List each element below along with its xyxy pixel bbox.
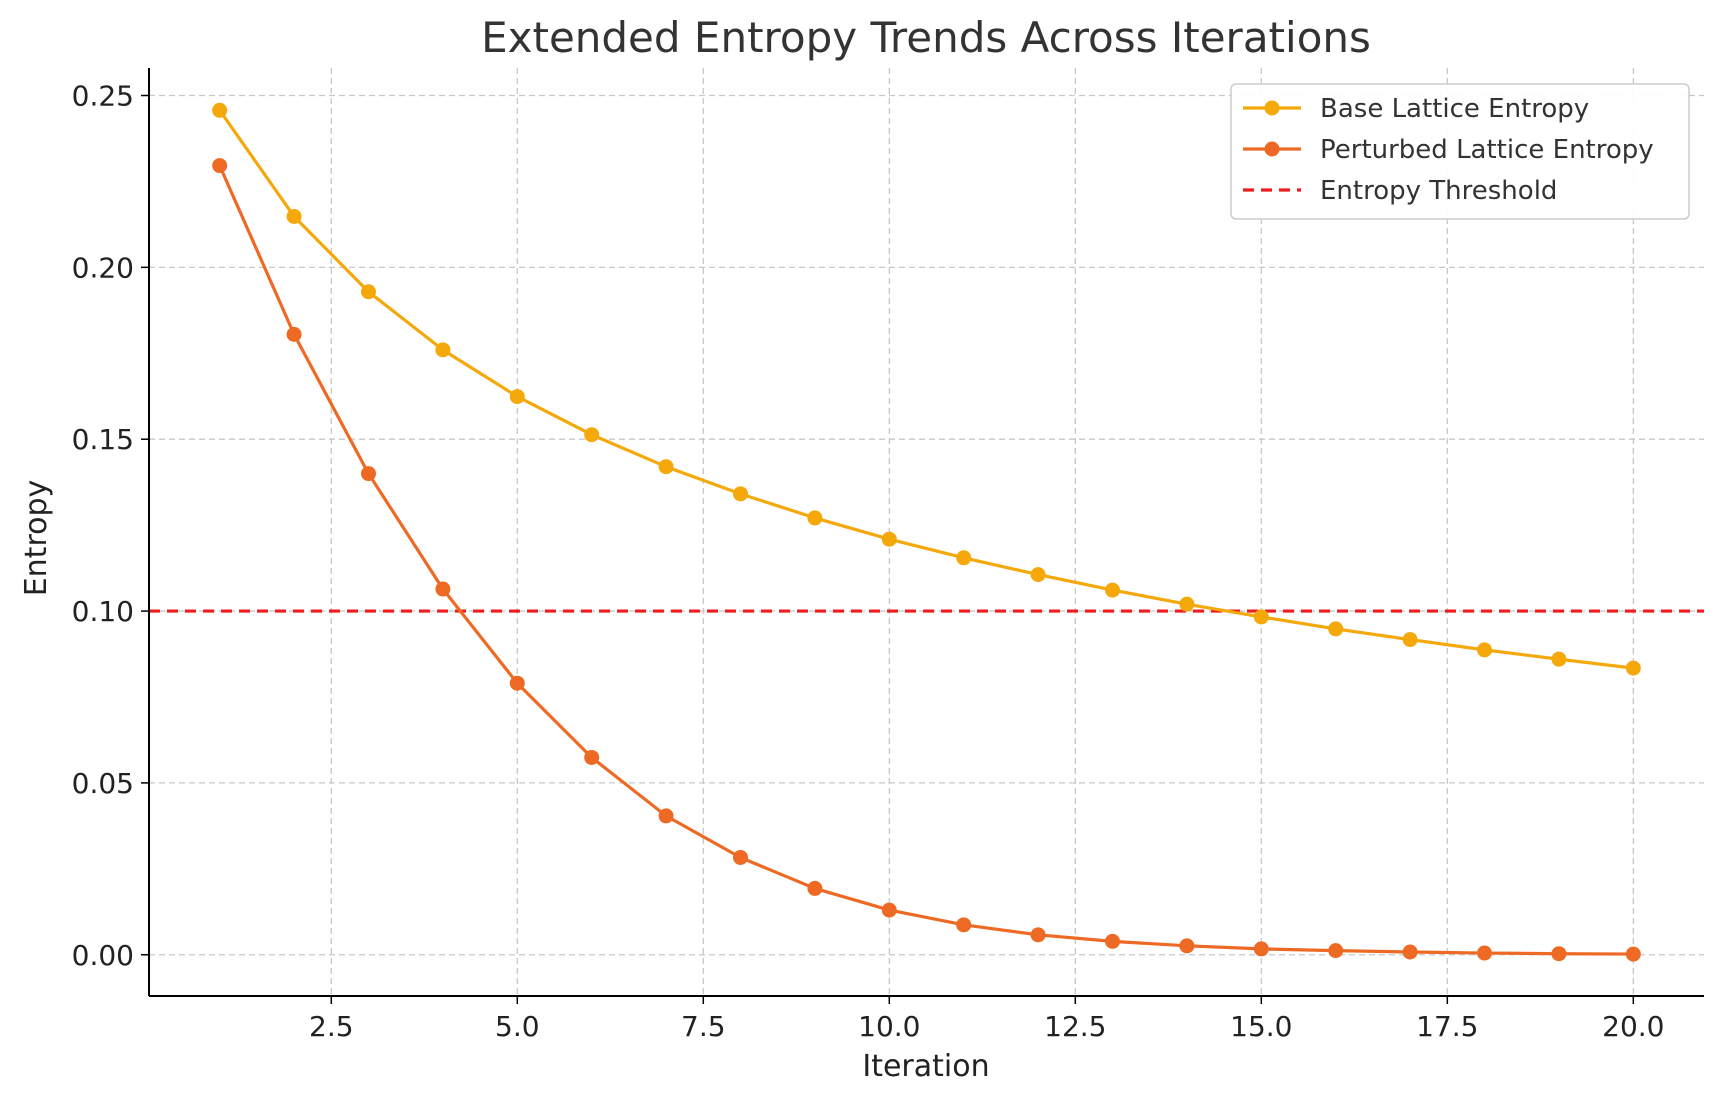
data-point bbox=[1179, 938, 1195, 954]
legend-items: Base Lattice Entropy Perturbed Lattice En… bbox=[1243, 94, 1654, 206]
data-point bbox=[584, 749, 600, 765]
data-point bbox=[1477, 945, 1493, 961]
x-tick-label: 5.0 bbox=[495, 1010, 540, 1043]
data-point bbox=[881, 902, 897, 918]
data-point bbox=[1328, 943, 1344, 959]
data-point bbox=[584, 427, 600, 443]
series-layer bbox=[212, 102, 1641, 962]
data-point bbox=[435, 581, 451, 597]
x-tick-label: 10.0 bbox=[858, 1010, 920, 1043]
data-point bbox=[1402, 944, 1418, 960]
data-point bbox=[360, 466, 376, 482]
x-ticks: 2.5 5.0 7.5 10.0 12.5 15.0 17.5 20.0 bbox=[309, 996, 1664, 1043]
data-point bbox=[807, 880, 823, 896]
data-point bbox=[732, 486, 748, 502]
y-tick-label: 0.20 bbox=[72, 251, 134, 284]
x-tick-label: 17.5 bbox=[1416, 1010, 1478, 1043]
legend-label: Perturbed Lattice Entropy bbox=[1320, 135, 1654, 165]
data-point bbox=[1402, 632, 1418, 648]
data-point bbox=[1477, 642, 1493, 658]
x-tick-label: 2.5 bbox=[309, 1010, 354, 1043]
x-tick-label: 15.0 bbox=[1230, 1010, 1292, 1043]
data-point bbox=[807, 510, 823, 526]
data-point bbox=[286, 208, 302, 224]
data-point bbox=[435, 342, 451, 358]
data-point bbox=[732, 849, 748, 865]
data-point bbox=[881, 531, 897, 547]
legend-marker bbox=[1264, 141, 1280, 157]
data-point bbox=[1105, 582, 1121, 598]
data-point bbox=[1179, 596, 1195, 612]
data-point bbox=[286, 326, 302, 342]
legend-marker bbox=[1264, 100, 1280, 116]
x-tick-label: 12.5 bbox=[1044, 1010, 1106, 1043]
y-ticks: 0.00 0.05 0.10 0.15 0.20 0.25 bbox=[72, 79, 149, 972]
data-point bbox=[1328, 621, 1344, 637]
y-tick-label: 0.25 bbox=[72, 79, 134, 112]
data-point bbox=[1551, 651, 1567, 667]
legend-frame bbox=[1230, 83, 1690, 220]
x-axis-label: Iteration bbox=[862, 1049, 989, 1084]
data-point bbox=[212, 102, 228, 118]
data-point bbox=[1253, 609, 1269, 625]
data-point bbox=[658, 808, 674, 824]
data-point bbox=[509, 389, 525, 405]
data-point bbox=[956, 917, 972, 933]
data-point bbox=[1105, 933, 1121, 949]
y-tick-label: 0.10 bbox=[72, 595, 134, 628]
data-point bbox=[1030, 927, 1046, 943]
data-point bbox=[1030, 567, 1046, 583]
y-tick-label: 0.15 bbox=[72, 423, 134, 456]
legend-label: Entropy Threshold bbox=[1320, 176, 1557, 206]
y-tick-label: 0.05 bbox=[72, 767, 134, 800]
data-point bbox=[658, 459, 674, 475]
y-axis-label: Entropy bbox=[19, 480, 54, 597]
data-point bbox=[1625, 660, 1641, 676]
legend-label: Base Lattice Entropy bbox=[1320, 94, 1589, 124]
data-point bbox=[509, 675, 525, 691]
legend: Base Lattice Entropy Perturbed Lattice En… bbox=[1230, 83, 1690, 220]
data-point bbox=[1253, 941, 1269, 957]
series-line bbox=[218, 164, 1635, 956]
data-point bbox=[1625, 946, 1641, 962]
x-tick-label: 20.0 bbox=[1602, 1010, 1664, 1043]
data-point bbox=[1551, 946, 1567, 962]
data-point bbox=[360, 284, 376, 300]
data-point bbox=[956, 550, 972, 566]
data-point bbox=[212, 158, 228, 174]
x-tick-label: 7.5 bbox=[681, 1010, 726, 1043]
y-tick-label: 0.00 bbox=[72, 939, 134, 972]
series-line bbox=[218, 108, 1635, 670]
chart-title: Extended Entropy Trends Across Iteration… bbox=[481, 13, 1371, 62]
